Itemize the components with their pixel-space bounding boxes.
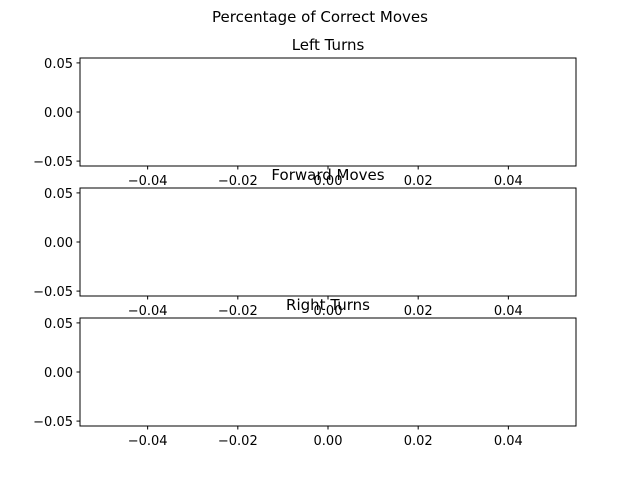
subplot-3-title: Right Turns	[286, 296, 370, 314]
subplot-2-title: Forward Moves	[271, 166, 384, 184]
subplot-2-ytick-label: −0.05	[33, 285, 73, 300]
subplot-1-ytick-label: 0.05	[44, 57, 73, 72]
subplot-1-xtick-label: −0.04	[128, 174, 168, 189]
subplot-3-xtick-label: 0.00	[314, 434, 343, 449]
subplot-2-axes-frame	[79, 187, 577, 297]
subplots: Left Turns −0.04 −0.02 0.00 0.02 0.04 −0.05 0.0…	[33, 36, 577, 449]
subplot-2-ytick-label: 0.05	[44, 187, 73, 202]
subplot-1-xtick-label: 0.00	[314, 174, 343, 189]
subplot-1-ytick-label: −0.05	[33, 155, 73, 170]
subplot-3-xtick-label: −0.04	[128, 434, 168, 449]
subplot-2-xtick-label: 0.00	[314, 304, 343, 319]
subplot-2-xtick-label: 0.02	[404, 304, 433, 319]
subplot-1-xtick-label: −0.02	[218, 174, 258, 189]
subplot-3-axes-frame	[79, 317, 577, 427]
subplot-1-title: Left Turns	[292, 36, 365, 54]
subplot-3-xtick-label: 0.02	[404, 434, 433, 449]
subplot-3-xtick-label: −0.02	[218, 434, 258, 449]
subplot-2-xtick-label: 0.04	[494, 304, 523, 319]
subplot-3-ytick-label: 0.00	[44, 366, 73, 381]
subplot-3-ytick-label: 0.05	[44, 317, 73, 332]
subplot-3-ytick-label: −0.05	[33, 415, 73, 430]
subplot-3-xtick-label: 0.04	[494, 434, 523, 449]
subplot-2: Forward Moves −0.04 −0.02 0.00 0.02 0.04 −0.05…	[33, 166, 577, 319]
subplot-2-xtick-label: −0.02	[218, 304, 258, 319]
subplot-2-xtick-label: −0.04	[128, 304, 168, 319]
subplot-1-xtick-label: 0.04	[494, 174, 523, 189]
figure-suptitle: Percentage of Correct Moves	[212, 8, 428, 26]
subplot-1-ytick-label: 0.00	[44, 106, 73, 121]
subplot-1-xtick-label: 0.02	[404, 174, 433, 189]
subplot-3: Right Turns −0.04 −0.02 0.00 0.02 0.04 −0.05 0.…	[33, 296, 577, 449]
subplot-2-ytick-label: 0.00	[44, 236, 73, 251]
subplot-1: Left Turns −0.04 −0.02 0.00 0.02 0.04 −0.05 0.0…	[33, 36, 577, 189]
subplot-1-axes-frame	[79, 57, 577, 167]
